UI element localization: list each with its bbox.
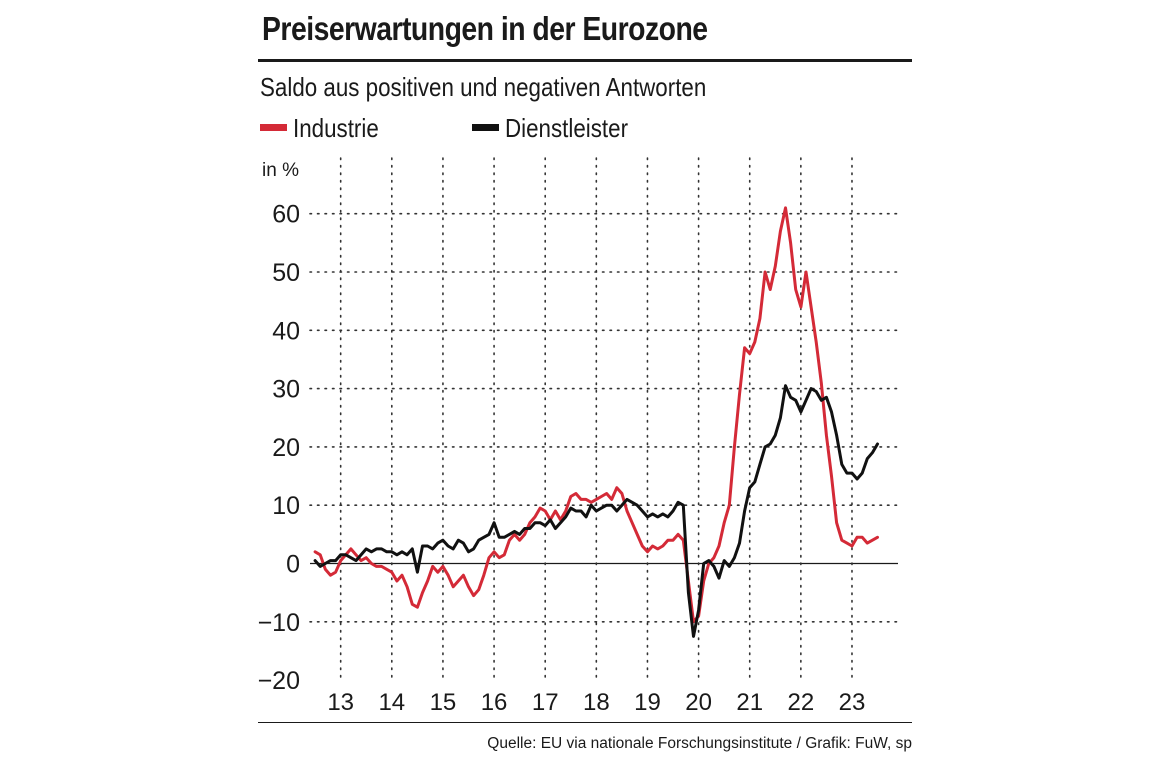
legend-label-dienstleister: Dienstleister xyxy=(505,113,629,143)
legend-label-industrie: Industrie xyxy=(293,113,379,143)
source-note: Quelle: EU via nationale Forschungsinsti… xyxy=(487,735,912,752)
x-tick-label: 14 xyxy=(378,689,405,716)
x-tick-label: 21 xyxy=(736,689,763,716)
x-tick-label: 13 xyxy=(327,689,354,716)
chart-subtitle: Saldo aus positiven und negativen Antwor… xyxy=(260,72,707,102)
title-rule xyxy=(258,59,912,62)
x-tick-label: 15 xyxy=(430,689,457,716)
x-tick-label: 22 xyxy=(788,689,815,716)
x-tick-label: 17 xyxy=(532,689,559,716)
legend-swatch-dienstleister xyxy=(472,124,499,131)
x-tick-label: 18 xyxy=(583,689,610,716)
y-tick-label: −20 xyxy=(258,667,300,695)
y-tick-label: 60 xyxy=(272,201,300,229)
y-tick-label: 20 xyxy=(272,434,300,462)
x-tick-label: 23 xyxy=(839,689,866,716)
y-tick-label: 30 xyxy=(272,376,300,404)
x-tick-label: 19 xyxy=(634,689,661,716)
x-tick-label: 20 xyxy=(685,689,712,716)
y-tick-label: 40 xyxy=(272,317,300,345)
x-tick-label: 16 xyxy=(481,689,508,716)
chart-title: Preiserwartungen in der Eurozone xyxy=(262,10,708,47)
y-unit-label: in % xyxy=(262,160,299,181)
y-tick-label: 10 xyxy=(272,492,300,520)
series-line-dienstleister xyxy=(313,384,879,638)
footer-rule xyxy=(258,722,912,723)
y-tick-label: −10 xyxy=(258,609,300,637)
series-line-industrie xyxy=(313,206,879,624)
y-tick-label: 0 xyxy=(286,551,300,579)
legend-swatch-industrie xyxy=(260,124,287,131)
y-tick-label: 50 xyxy=(272,259,300,287)
